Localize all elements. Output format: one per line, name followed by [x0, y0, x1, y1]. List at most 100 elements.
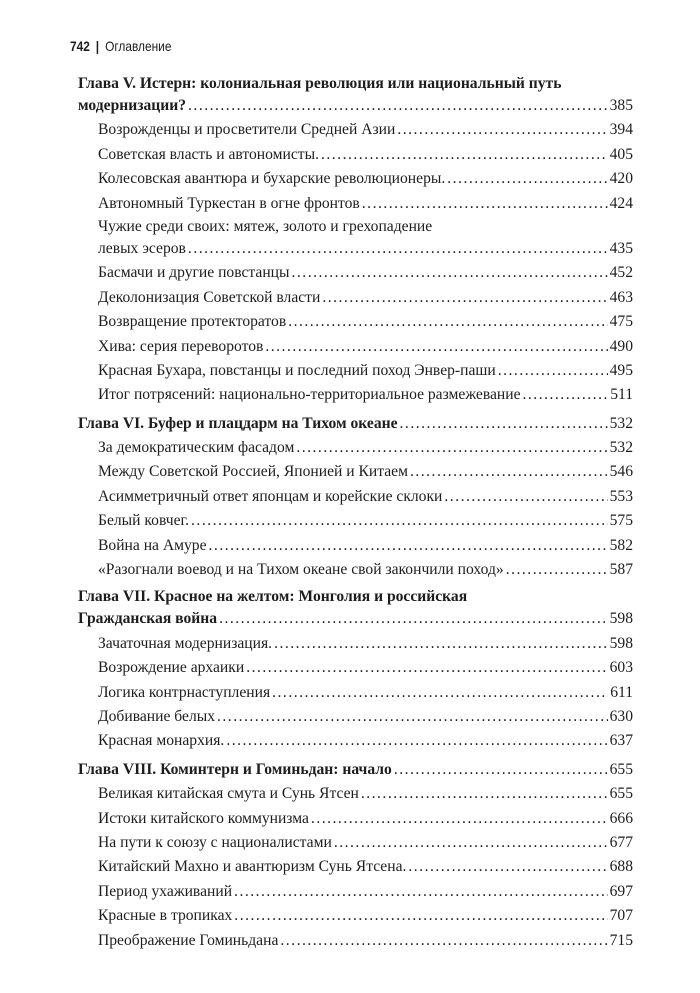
toc-section-entry[interactable]: Преображение Гоминьдана 715	[78, 929, 633, 953]
toc-entry-title: «Разогнали воевод и на Тихом океане свой…	[98, 561, 504, 579]
toc-section-entry[interactable]: Деколонизация Советской власти 463	[78, 286, 633, 310]
dot-leader	[498, 359, 608, 383]
toc-section-entry[interactable]: Хива: серия переворотов 490	[78, 335, 633, 359]
dot-leader	[226, 729, 607, 753]
toc-page-number: 475	[609, 313, 633, 331]
toc-section-entry[interactable]: Добивание белых 630	[78, 705, 633, 729]
toc-section-entry[interactable]: Чужие среди своих: мятеж, золото и грехо…	[78, 216, 633, 261]
toc-page-number: 511	[610, 386, 633, 404]
toc-section-entry[interactable]: Белый ковчег. 575	[78, 509, 633, 533]
toc-entry-line: Возвращение протекторатов 475	[98, 310, 633, 334]
dot-leader	[188, 94, 608, 118]
toc-section-entry[interactable]: Автономный Туркестан в огне фронтов 424	[78, 192, 633, 216]
toc-section-entry[interactable]: Возвращение протекторатов 475	[78, 310, 633, 334]
dot-leader	[321, 143, 608, 167]
toc-page-number: 452	[609, 264, 633, 282]
toc-entry-line: Колесовская авантюра и бухарские революц…	[98, 167, 633, 191]
toc-section-entry[interactable]: Советская власть и автономисты. 405	[78, 143, 633, 167]
toc-page-number: 611	[610, 683, 633, 701]
toc-section-entry[interactable]: Логика контрнаступления 611	[78, 681, 633, 705]
toc-entry-line: За демократическим фасадом 532	[98, 436, 633, 460]
toc-entry-title: Возрожденцы и просветители Средней Азии	[98, 121, 396, 139]
toc-section-entry[interactable]: «Разогнали воевод и на Тихом океане свой…	[78, 558, 633, 582]
toc-section-entry[interactable]: На пути к союзу с националистами 677	[78, 831, 633, 855]
toc-entry-title: модернизации?	[78, 97, 187, 114]
toc-entry-title: Зачаточная модернизация.	[98, 634, 273, 652]
toc-entry-line: Логика контрнаступления 611	[98, 681, 633, 705]
toc-entry-title: Автономный Туркестан в огне фронтов	[98, 194, 360, 212]
toc-page-number: 603	[609, 659, 633, 677]
toc-entry-line: Китайский Махно и авантюризм Сунь Ятсена…	[98, 855, 633, 879]
toc-entry-title: Возвращение протекторатов	[98, 313, 287, 331]
toc-entry-title: Глава VIII. Коминтерн и Гоминьдан: начал…	[78, 760, 392, 778]
toc-section-entry[interactable]: Китайский Махно и авантюризм Сунь Ятсена…	[78, 855, 633, 879]
toc-entry-title: Деколонизация Советской власти	[98, 288, 321, 306]
toc-section-entry[interactable]: Итог потрясений: национально-территориал…	[78, 383, 633, 407]
toc-section-entry[interactable]: Асимметричный ответ японцам и корейские …	[78, 485, 633, 509]
toc-section-entry[interactable]: За демократическим фасадом 532	[78, 436, 633, 460]
toc-section-entry[interactable]: Возрожденцы и просветители Средней Азии 3…	[78, 118, 633, 142]
toc-section-entry[interactable]: Колесовская авантюра и бухарские революц…	[78, 167, 633, 191]
toc-section-entry[interactable]: Истоки китайского коммунизма 666	[78, 807, 633, 831]
toc-entry-title: Асимметричный ответ японцам и корейские …	[98, 487, 443, 505]
toc-entry-line: Красная монархия. 637	[98, 729, 633, 753]
toc-entry-title: Чужие среди своих: мятеж, золото и грехо…	[98, 217, 433, 235]
toc-entry-line: Басмачи и другие повстанцы 452	[98, 261, 633, 285]
dot-leader	[408, 855, 607, 879]
toc-entry-title: Логика контрнаступления	[98, 683, 271, 701]
toc-entry-line: левых эсеров 435	[98, 237, 633, 261]
dot-leader	[523, 383, 609, 407]
toc-chapter-entry[interactable]: Глава VI. Буфер и плацдарм на Тихом океа…	[78, 412, 633, 436]
toc-section-entry[interactable]: Период ухаживаний 697	[78, 880, 633, 904]
dot-leader	[322, 286, 607, 310]
dot-leader	[362, 192, 608, 216]
toc-page-number: 553	[609, 487, 633, 505]
toc-entry-line: Зачаточная модернизация. 598	[98, 632, 633, 656]
toc-entry-title: Колесовская авантюра и бухарские революц…	[98, 170, 446, 188]
toc-chapter-entry[interactable]: Глава VII. Красное на желтом: Монголия и…	[78, 586, 633, 631]
toc-chapter-entry[interactable]: Глава V. Истерн: колониальная революция …	[78, 73, 633, 118]
toc-section-entry[interactable]: Красная Бухара, повстанцы и последний по…	[78, 359, 633, 383]
toc-entry-line: Добивание белых 630	[98, 705, 633, 729]
toc-entry-title: Глава V. Истерн: колониальная революция …	[78, 75, 562, 92]
toc-entry-title: Итог потрясений: национально-территориал…	[98, 386, 521, 404]
toc-entry-line: Чужие среди своих: мятеж, золото и грехо…	[98, 216, 633, 237]
toc-section-entry[interactable]: Между Советской Россией, Японией и Китае…	[78, 460, 633, 484]
toc-entry-title: Красные в тропиках	[98, 907, 233, 925]
dot-leader	[311, 807, 608, 831]
toc-entry-title: Преображение Гоминьдана	[98, 931, 279, 949]
table-of-contents: Глава V. Истерн: колониальная революция …	[78, 73, 633, 953]
toc-entry-line: Преображение Гоминьдана 715	[98, 929, 633, 953]
toc-section-entry[interactable]: Зачаточная модернизация. 598	[78, 632, 633, 656]
toc-section-entry[interactable]: Красная монархия. 637	[78, 729, 633, 753]
toc-section-entry[interactable]: Великая китайская смута и Сунь Ятсен 655	[78, 782, 633, 806]
dot-leader	[288, 310, 607, 334]
toc-section-entry[interactable]: Басмачи и другие повстанцы 452	[78, 261, 633, 285]
toc-entry-line: Автономный Туркестан в огне фронтов 424	[98, 192, 633, 216]
toc-entry-line: модернизации? 385	[78, 94, 633, 118]
dot-leader	[397, 118, 607, 142]
toc-entry-title: Китайский Махно и авантюризм Сунь Ятсена…	[98, 858, 407, 876]
toc-page-number: 677	[609, 833, 633, 851]
toc-entry-title: Хива: серия переворотов	[98, 337, 264, 355]
toc-page-number: 666	[609, 809, 633, 827]
dot-leader	[410, 460, 608, 484]
toc-section-entry[interactable]: Возрождение архаики 603	[78, 656, 633, 680]
toc-entry-line: Глава VI. Буфер и плацдарм на Тихом океа…	[78, 412, 633, 436]
toc-section-entry[interactable]: Война на Амуре 582	[78, 534, 633, 558]
dot-leader	[280, 929, 607, 953]
dot-leader	[444, 485, 607, 509]
toc-page-number: 385	[609, 97, 633, 114]
dot-leader	[400, 412, 608, 436]
dot-leader	[209, 534, 608, 558]
toc-entry-line: На пути к союзу с националистами 677	[98, 831, 633, 855]
toc-page-number: 582	[609, 536, 633, 554]
header-separator: |	[95, 38, 100, 54]
toc-chapter-entry[interactable]: Глава VIII. Коминтерн и Гоминьдан: начал…	[78, 758, 633, 782]
toc-section-entry[interactable]: Красные в тропиках 707	[78, 904, 633, 928]
toc-entry-title: На пути к союзу с националистами	[98, 833, 332, 851]
toc-page-number: 490	[609, 337, 633, 355]
toc-entry-line: Между Советской Россией, Японией и Китае…	[98, 460, 633, 484]
toc-entry-line: Возрождение архаики 603	[98, 656, 633, 680]
toc-entry-line: Глава VIII. Коминтерн и Гоминьдан: начал…	[78, 758, 633, 782]
